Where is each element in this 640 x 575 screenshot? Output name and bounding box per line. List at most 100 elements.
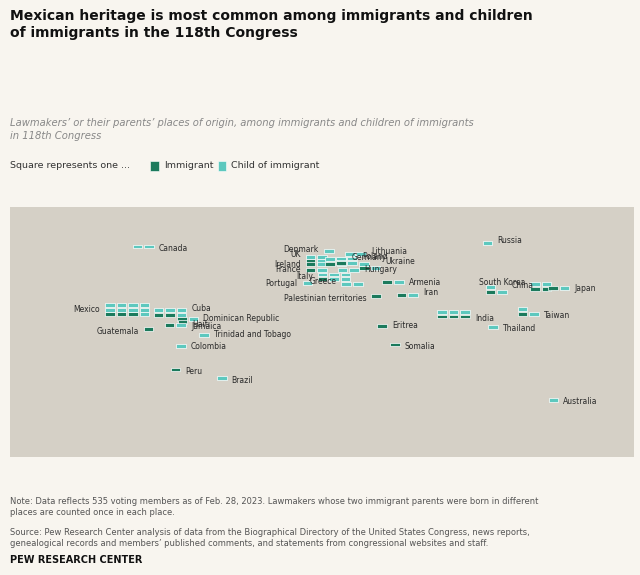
Bar [408, 293, 418, 297]
Text: Trinidad and Tobago: Trinidad and Tobago [214, 330, 291, 339]
Bar [394, 280, 404, 284]
Text: Square represents one ...: Square represents one ... [10, 161, 129, 170]
Text: Iran: Iran [423, 288, 438, 297]
Bar [359, 266, 369, 270]
Bar [397, 293, 406, 297]
Bar [317, 268, 327, 271]
Bar [116, 312, 126, 316]
Bar [548, 286, 558, 290]
Bar [306, 268, 316, 271]
Text: Australia: Australia [563, 397, 598, 407]
Text: Mexico: Mexico [74, 305, 100, 315]
Bar [337, 262, 346, 266]
Bar [460, 315, 470, 319]
Bar [199, 333, 209, 337]
Bar [337, 258, 346, 261]
Bar [497, 290, 507, 293]
Text: Guatemala: Guatemala [97, 327, 139, 336]
Text: Palestinian territories: Palestinian territories [284, 294, 366, 303]
Bar [325, 258, 335, 261]
Text: Italy: Italy [296, 273, 313, 281]
Bar [336, 261, 346, 265]
Text: Greece: Greece [309, 278, 336, 286]
Bar [348, 256, 357, 260]
Bar [317, 262, 327, 266]
Bar [165, 308, 175, 312]
Bar [176, 344, 186, 348]
Bar [488, 325, 497, 329]
Bar [329, 277, 339, 281]
Bar [317, 255, 327, 259]
Bar [324, 249, 333, 253]
Bar [518, 307, 527, 311]
Text: China: China [512, 281, 534, 290]
Bar [449, 310, 458, 314]
Text: Taiwan: Taiwan [544, 311, 570, 320]
Text: Portugal: Portugal [266, 278, 298, 288]
Text: Eritrea: Eritrea [392, 321, 418, 330]
Bar [177, 323, 186, 327]
Bar [154, 308, 163, 312]
Text: Lithuania: Lithuania [371, 247, 407, 256]
Text: Dominican Republic: Dominican Republic [204, 314, 280, 323]
Bar [105, 303, 115, 307]
Bar [105, 308, 115, 312]
Text: Hungary: Hungary [364, 265, 397, 274]
Bar [341, 282, 351, 286]
Bar [340, 273, 351, 277]
Text: Immigrant: Immigrant [164, 161, 213, 170]
Bar [542, 287, 552, 291]
Bar [345, 252, 355, 255]
Bar [449, 315, 458, 319]
Bar [437, 315, 447, 319]
Bar [486, 285, 495, 289]
Text: Child of immigrant: Child of immigrant [231, 161, 319, 170]
Text: Haiti: Haiti [193, 320, 211, 329]
Bar [116, 303, 126, 307]
Bar [165, 313, 175, 317]
Bar [382, 280, 392, 284]
Bar [329, 273, 339, 277]
Bar [140, 308, 149, 312]
Bar [371, 294, 381, 298]
Bar [306, 262, 316, 266]
Bar [325, 262, 335, 266]
Text: Lawmakers’ or their parents’ places of origin, among immigrants and children of : Lawmakers’ or their parents’ places of o… [10, 118, 474, 141]
Bar [340, 277, 351, 281]
Bar [128, 312, 138, 316]
Bar [437, 310, 447, 314]
Bar [177, 313, 186, 317]
Bar [531, 282, 540, 286]
Bar [548, 398, 558, 402]
Bar [531, 287, 540, 291]
Bar [359, 262, 369, 266]
Text: Poland: Poland [362, 252, 388, 261]
Text: UK: UK [290, 250, 301, 259]
Bar [177, 308, 186, 312]
Bar [338, 268, 348, 271]
Bar [140, 303, 149, 307]
Bar [144, 327, 154, 331]
Bar [378, 324, 387, 328]
Bar [306, 259, 316, 263]
Bar [349, 268, 359, 271]
Bar [164, 323, 175, 327]
Bar [317, 277, 328, 281]
Bar [336, 256, 346, 260]
Bar [317, 273, 328, 277]
Bar [353, 282, 362, 286]
Bar [303, 281, 312, 285]
Bar [371, 266, 380, 270]
Bar [486, 290, 495, 293]
Text: Peru: Peru [185, 367, 202, 376]
Text: Mexican heritage is most common among immigrants and children
of immigrants in t: Mexican heritage is most common among im… [10, 9, 532, 40]
Bar [529, 312, 539, 316]
Text: Colombia: Colombia [191, 342, 227, 351]
Text: Source: Pew Research Center analysis of data from the Biographical Directory of : Source: Pew Research Center analysis of … [10, 528, 529, 548]
Bar [177, 317, 187, 321]
Text: India: India [475, 314, 494, 323]
Bar [559, 286, 570, 290]
Text: Cuba: Cuba [191, 304, 211, 313]
Text: Brazil: Brazil [232, 376, 253, 385]
Text: France: France [275, 265, 301, 274]
